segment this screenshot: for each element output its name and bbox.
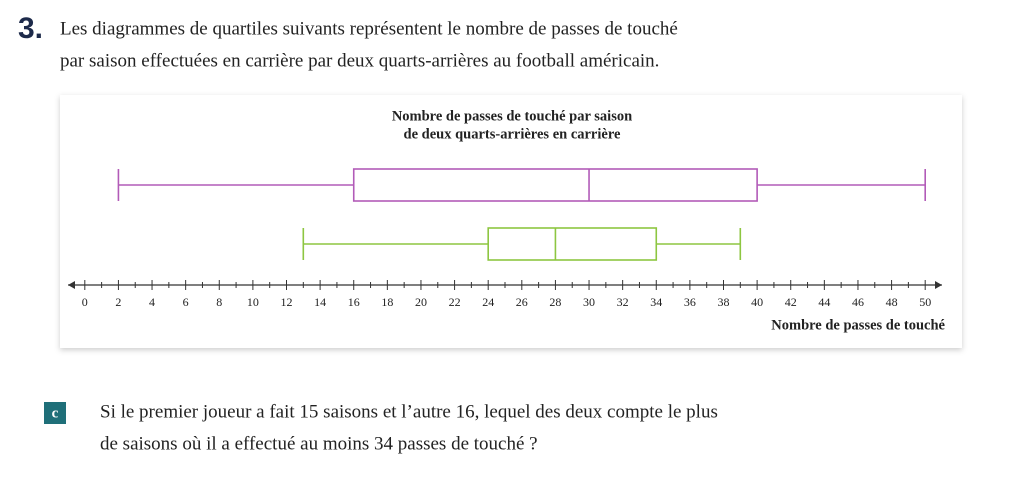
x-tick-label: 2	[115, 295, 121, 309]
x-tick-label: 28	[549, 295, 561, 309]
x-tick-label: 40	[751, 295, 763, 309]
question-line: Si le premier joueur a fait 15 saisons e…	[100, 401, 718, 422]
x-tick-label: 50	[919, 295, 931, 309]
chart: 0 2 4 6 8 10 12 14 16 18 20 22 24 26 28 30 32 34 36 38 40 42 4…	[68, 168, 942, 309]
x-tick-label: 18	[381, 295, 393, 309]
x-tick-label: 46	[852, 295, 864, 309]
x-tick-label: 14	[314, 295, 326, 309]
x-tick-label: 42	[785, 295, 797, 309]
x-tick-label: 26	[516, 295, 528, 309]
chart-panel	[60, 95, 962, 348]
x-tick-label: 8	[216, 295, 222, 309]
x-tick-label: 12	[281, 295, 293, 309]
x-axis-label: Nombre de passes de touché	[771, 317, 945, 333]
x-tick-label: 44	[818, 295, 830, 309]
exercise-line: par saison effectuées en carrière par de…	[60, 50, 659, 71]
exercise-line: Les diagrammes de quartiles suivants rep…	[60, 18, 678, 39]
x-tick-label: 22	[449, 295, 461, 309]
question-badge	[44, 402, 66, 424]
axis-arrow	[68, 281, 75, 289]
x-tick-label: 32	[617, 295, 629, 309]
x-tick-label: 6	[183, 295, 189, 309]
x-tick-label: 36	[684, 295, 696, 309]
chart-title: de deux quarts-arrières en carrière	[404, 126, 621, 142]
question-letter: c	[52, 405, 59, 421]
box	[487, 227, 658, 261]
question-line: de saisons où il a effectué au moins 34 …	[100, 433, 538, 454]
exercise-number: 3.	[18, 12, 43, 45]
x-tick-label: 4	[149, 295, 155, 309]
x-tick-label: 0	[82, 295, 88, 309]
x-tick-label: 34	[650, 295, 662, 309]
x-tick-label: 20	[415, 295, 427, 309]
x-tick-label: 48	[886, 295, 898, 309]
x-tick-label: 24	[482, 295, 494, 309]
axis-arrow	[935, 281, 942, 289]
x-tick-label: 30	[583, 295, 595, 309]
x-tick-label: 16	[348, 295, 360, 309]
box	[352, 168, 758, 202]
chart-title: Nombre de passes de touché par saison	[392, 108, 632, 124]
x-tick-label: 38	[718, 295, 730, 309]
x-tick-label: 10	[247, 295, 259, 309]
